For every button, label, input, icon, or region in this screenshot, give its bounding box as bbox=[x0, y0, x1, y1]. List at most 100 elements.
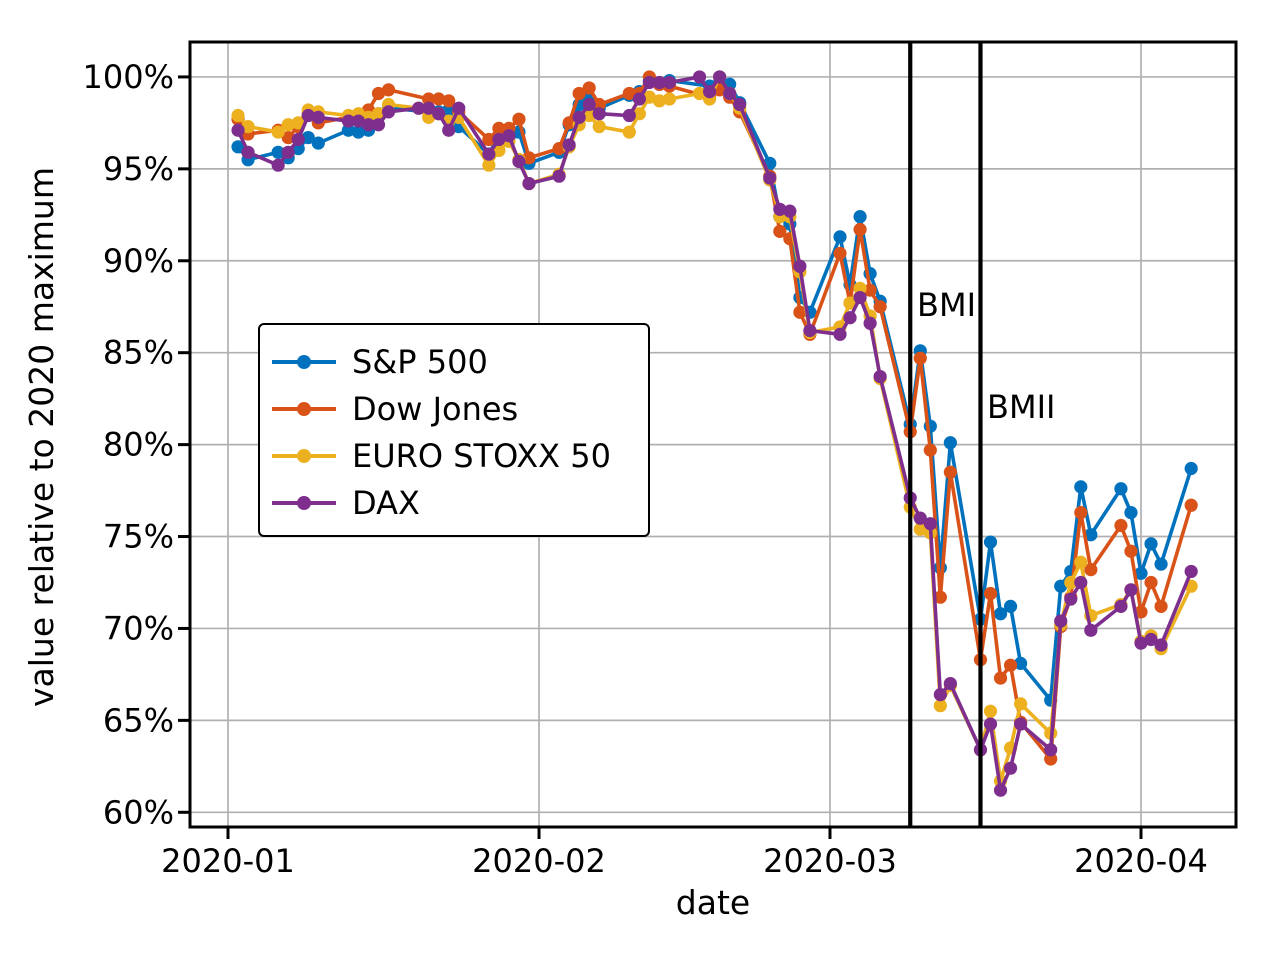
data-point-marker bbox=[422, 110, 436, 124]
data-point-marker bbox=[231, 140, 245, 154]
data-point-marker bbox=[1044, 743, 1058, 757]
data-point-marker bbox=[863, 283, 877, 297]
data-point-marker bbox=[1003, 658, 1018, 672]
data-point-marker bbox=[432, 92, 446, 106]
data-point-marker bbox=[371, 86, 386, 101]
data-point-marker bbox=[993, 783, 1008, 797]
data-point-marker bbox=[803, 324, 817, 338]
annotation-label-bmii: BMII bbox=[987, 388, 1055, 426]
data-point-marker bbox=[492, 132, 506, 147]
data-point-marker bbox=[632, 107, 646, 121]
data-point-marker bbox=[562, 116, 576, 130]
x-axis-label: date bbox=[676, 883, 750, 922]
axes-frame bbox=[178, 40, 1238, 839]
data-point-marker bbox=[562, 138, 576, 152]
data-point-marker bbox=[241, 145, 255, 159]
data-point-marker bbox=[1124, 583, 1138, 597]
data-point-marker bbox=[1124, 506, 1138, 520]
legend-label: DAX bbox=[352, 483, 420, 522]
data-point-marker bbox=[983, 535, 998, 549]
data-point-marker bbox=[662, 75, 677, 90]
data-point-marker bbox=[773, 202, 787, 216]
data-point-marker bbox=[652, 75, 667, 90]
data-point-marker bbox=[692, 70, 707, 84]
event-vlines bbox=[908, 42, 983, 827]
data-point-marker bbox=[1114, 482, 1128, 496]
data-point-marker bbox=[913, 351, 927, 365]
data-point-marker bbox=[522, 151, 536, 165]
data-point-marker bbox=[1074, 506, 1088, 520]
data-point-marker bbox=[983, 586, 998, 601]
data-point-marker bbox=[622, 86, 636, 101]
data-point-marker bbox=[1054, 579, 1068, 593]
data-point-marker bbox=[351, 125, 366, 139]
data-point-marker bbox=[311, 136, 325, 150]
data-point-marker bbox=[572, 86, 586, 101]
data-point-marker bbox=[592, 97, 606, 112]
data-point-marker bbox=[281, 130, 295, 145]
data-point-marker bbox=[1074, 575, 1088, 590]
data-point-marker bbox=[291, 132, 305, 147]
data-point-marker bbox=[863, 316, 877, 330]
data-point-marker bbox=[1054, 614, 1068, 628]
tick-labels: 100% 95% 90% 85% 80% 75% 70% 65% 60% 2020-01 2020-… bbox=[83, 58, 1208, 880]
data-point-marker bbox=[442, 94, 456, 108]
data-point-marker bbox=[482, 147, 496, 161]
data-point-marker bbox=[442, 123, 456, 137]
data-series bbox=[231, 70, 1198, 797]
data-point-marker bbox=[1003, 761, 1018, 775]
data-point-marker bbox=[702, 85, 717, 99]
data-point-marker bbox=[622, 108, 636, 123]
data-point-marker bbox=[582, 81, 596, 95]
data-point-marker bbox=[1084, 563, 1098, 577]
data-point-marker bbox=[241, 119, 255, 134]
data-point-marker bbox=[1064, 575, 1078, 590]
data-point-marker bbox=[301, 108, 315, 123]
data-point-marker bbox=[492, 121, 506, 136]
data-point-marker bbox=[1124, 544, 1138, 558]
data-point-marker bbox=[642, 90, 656, 104]
data-point-marker bbox=[271, 145, 285, 159]
data-point-marker bbox=[1064, 592, 1078, 606]
data-point-marker bbox=[943, 465, 957, 479]
data-point-marker bbox=[452, 101, 466, 115]
data-point-marker bbox=[412, 101, 426, 115]
data-point-marker bbox=[1014, 656, 1028, 670]
data-point-marker bbox=[1074, 480, 1088, 494]
data-point-marker bbox=[231, 123, 245, 137]
data-point-marker bbox=[1144, 632, 1158, 647]
data-point-marker bbox=[1084, 528, 1098, 542]
legend: S&P 500 Dow Jones EURO STOXX 50 DAX bbox=[258, 323, 650, 537]
data-point-marker bbox=[341, 114, 355, 128]
data-point-marker bbox=[1144, 575, 1158, 590]
data-point-marker bbox=[632, 92, 646, 106]
x-tick-label: 2020-02 bbox=[472, 842, 606, 880]
legend-swatch bbox=[272, 448, 336, 464]
data-point-marker bbox=[1044, 752, 1058, 766]
data-point-marker bbox=[692, 86, 707, 101]
data-point-marker bbox=[763, 171, 777, 185]
data-point-marker bbox=[933, 699, 947, 713]
data-point-marker bbox=[371, 107, 386, 121]
data-point-marker bbox=[271, 158, 285, 172]
legend-swatch bbox=[272, 495, 336, 511]
data-point-marker bbox=[773, 224, 787, 238]
data-point-marker bbox=[1114, 518, 1128, 533]
data-point-marker bbox=[592, 107, 606, 121]
x-tick-label: 2020-01 bbox=[161, 842, 295, 880]
data-point-marker bbox=[943, 436, 957, 450]
data-point-marker bbox=[432, 107, 446, 121]
data-point-marker bbox=[271, 125, 285, 139]
data-point-marker bbox=[1074, 555, 1088, 569]
data-point-marker bbox=[482, 132, 496, 147]
data-point-marker bbox=[1184, 564, 1198, 579]
data-point-marker bbox=[1134, 566, 1148, 580]
data-point-marker bbox=[1184, 461, 1198, 476]
data-point-marker bbox=[853, 222, 867, 237]
y-tick-label: 85% bbox=[103, 334, 174, 372]
data-point-marker bbox=[361, 118, 376, 132]
data-point-marker bbox=[422, 92, 436, 106]
legend-label: EURO STOXX 50 bbox=[352, 436, 611, 475]
data-point-marker bbox=[1014, 717, 1028, 731]
